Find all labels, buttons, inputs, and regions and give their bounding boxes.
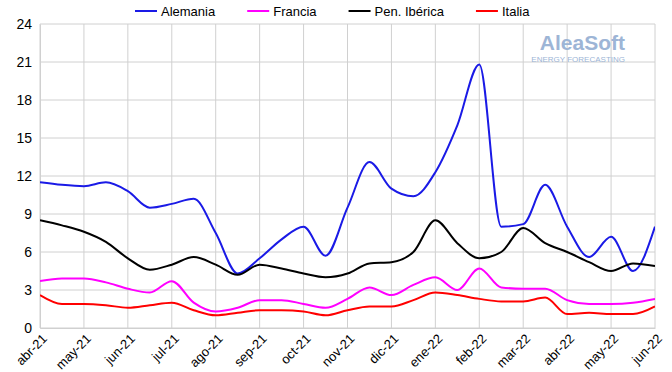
x-tick-label: feb-22 [453, 331, 490, 368]
y-tick-label: 9 [24, 206, 32, 222]
y-tick-label: 3 [24, 282, 32, 298]
y-tick-label: 15 [16, 130, 32, 146]
watermark: AleaSoftENERGY FORECASTING [531, 31, 625, 64]
y-tick-label: 21 [16, 54, 32, 70]
legend-item: Italia [476, 4, 530, 19]
chart: 0 3 6 9 12 15 18 21 24 abr-21may-21jun-21 jul-21ag… [0, 0, 672, 372]
legend: Alemania Francia Pen. Ibérica Italia [135, 4, 530, 19]
y-tick: 15 [16, 130, 40, 146]
x-tick-label: abr-22 [540, 331, 577, 368]
x-grid-line [40, 24, 41, 328]
x-grid-line [171, 24, 172, 328]
series-line [40, 220, 655, 277]
x-tick: feb-22 [453, 328, 490, 368]
y-tick: 6 [24, 244, 40, 260]
y-tick: 18 [16, 92, 40, 108]
y-tick: 21 [16, 54, 40, 70]
x-grid-line [655, 24, 656, 328]
y-tick: 3 [24, 282, 40, 298]
y-tick: 12 [16, 168, 40, 184]
x-tick-label: jul-21 [148, 331, 182, 365]
series-line [40, 65, 655, 274]
legend-item: Francia [247, 4, 317, 19]
x-tick-label: sep-21 [231, 331, 270, 370]
x-axis-line [41, 328, 656, 329]
x-grid-line [435, 24, 436, 328]
x-grid-line [259, 24, 260, 328]
x-tick: abr-21 [13, 328, 50, 368]
x-tick: jun-22 [628, 328, 665, 368]
x-tick-label: dic-21 [366, 331, 402, 367]
x-grid-line [567, 24, 568, 328]
legend-label: Italia [502, 4, 530, 19]
x-tick: nov-21 [319, 328, 358, 370]
x-tick-label: jun-21 [101, 331, 138, 368]
series-line [40, 293, 655, 316]
y-tick: 24 [16, 16, 40, 32]
y-tick-label: 24 [16, 16, 32, 32]
x-grid-line [391, 24, 392, 328]
x-tick-label: abr-21 [13, 331, 50, 368]
x-grid-line [127, 24, 128, 328]
x-tick-label: nov-21 [319, 331, 358, 370]
watermark-subtitle: ENERGY FORECASTING [531, 55, 625, 64]
legend-label: Pen. Ibérica [375, 4, 445, 19]
x-tick: jun-21 [101, 328, 138, 368]
x-axis: abr-21may-21jun-21 jul-21ago-21sep-21oct-… [13, 328, 665, 372]
y-tick: 9 [24, 206, 40, 222]
x-tick: abr-22 [540, 328, 577, 368]
x-tick: sep-21 [231, 328, 270, 370]
x-grid-line [215, 24, 216, 328]
legend-item: Alemania [135, 4, 216, 19]
x-tick: ago-21 [187, 328, 226, 370]
x-tick-label: ene-22 [406, 331, 445, 370]
y-tick-label: 0 [24, 320, 32, 336]
x-tick-label: oct-21 [277, 331, 313, 367]
x-grid-line [83, 24, 84, 328]
x-tick: oct-21 [277, 328, 313, 367]
y-tick-label: 18 [16, 92, 32, 108]
x-tick: ene-22 [406, 328, 445, 370]
x-tick-label: jun-22 [628, 331, 665, 368]
lines [40, 65, 655, 316]
legend-item: Pen. Ibérica [349, 4, 445, 19]
x-grid-line [347, 24, 348, 328]
x-grid-line [611, 24, 612, 328]
y-tick-label: 6 [24, 244, 32, 260]
x-tick: jul-21 [148, 328, 182, 365]
grid [40, 24, 655, 328]
x-tick-label: mar-22 [494, 331, 534, 371]
series-line [40, 268, 655, 311]
x-grid-line [303, 24, 304, 328]
legend-label: Francia [273, 4, 317, 19]
x-grid-line [523, 24, 524, 328]
y-axis: 0 3 6 9 12 15 18 21 24 [16, 16, 40, 336]
x-tick: mar-22 [494, 328, 534, 371]
x-tick-label: ago-21 [187, 331, 226, 370]
legend-label: Alemania [161, 4, 216, 19]
legend-swatch [247, 10, 269, 12]
x-tick: dic-21 [366, 328, 402, 367]
y-axis-line [40, 25, 41, 329]
legend-swatch [349, 10, 371, 12]
watermark-title: AleaSoft [540, 31, 625, 54]
legend-swatch [135, 10, 157, 12]
x-grid-line [479, 24, 480, 328]
legend-swatch [476, 10, 498, 12]
x-tick: may-22 [580, 328, 621, 372]
x-tick-label: may-21 [53, 331, 94, 372]
x-tick: may-21 [53, 328, 94, 372]
y-tick-label: 12 [16, 168, 32, 184]
x-tick-label: may-22 [580, 331, 621, 372]
